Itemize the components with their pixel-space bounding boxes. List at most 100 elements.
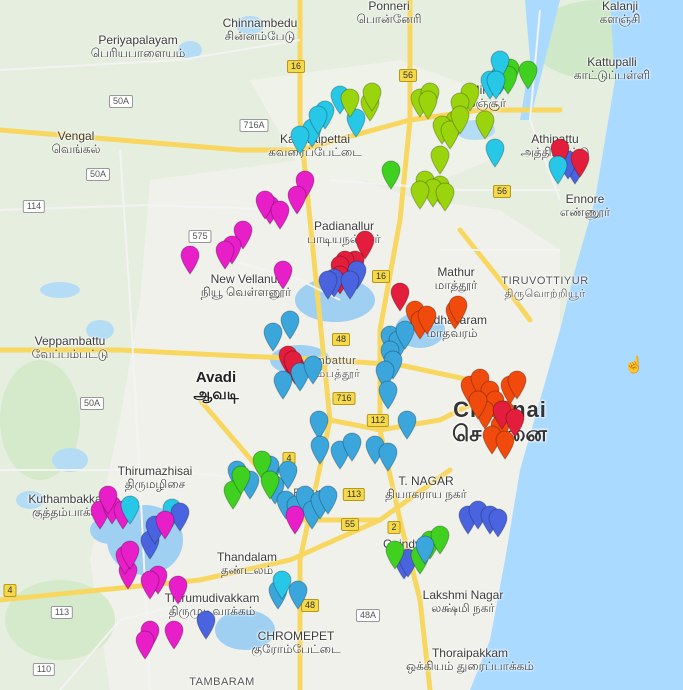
map-pin-icon: [435, 182, 455, 212]
road-shield: 50A: [85, 168, 111, 181]
map-marker-magenta[interactable]: [120, 540, 140, 570]
map-marker-magenta[interactable]: [215, 240, 235, 270]
map-marker-skyblue[interactable]: [415, 535, 435, 565]
map-pin-icon: [430, 525, 450, 555]
road-shield: 716: [332, 392, 356, 405]
road-shield: 55: [340, 518, 360, 531]
map-marker-magenta[interactable]: [140, 570, 160, 600]
map-pin-icon: [362, 82, 382, 112]
map-marker-skyblue[interactable]: [310, 435, 330, 465]
map-marker-orange[interactable]: [495, 430, 515, 460]
place-label: Kattupalli காட்டுப்பள்ளி: [573, 55, 651, 82]
map-marker-red[interactable]: [505, 408, 525, 438]
map-marker-red[interactable]: [355, 230, 375, 260]
map-marker-skyblue[interactable]: [280, 310, 300, 340]
map-pin-icon: [397, 410, 417, 440]
map-marker-red[interactable]: [390, 282, 410, 312]
map-marker-green[interactable]: [231, 465, 251, 495]
map-pin-icon: [440, 120, 460, 150]
map-marker-blue[interactable]: [196, 610, 216, 640]
place-label: Lakshmi Nagar லக்ஷ்மி நகர்: [422, 588, 504, 615]
map-marker-lime[interactable]: [440, 120, 460, 150]
map-marker-skyblue[interactable]: [288, 580, 308, 610]
map-pin-icon: [381, 160, 401, 190]
map-marker-skyblue[interactable]: [273, 370, 293, 400]
map-marker-lime[interactable]: [418, 90, 438, 120]
map-pin-icon: [395, 320, 415, 350]
map-pin-icon: [270, 200, 290, 230]
road-shield: 48: [300, 599, 320, 612]
map-marker-cyan[interactable]: [308, 105, 328, 135]
map-marker-skyblue[interactable]: [378, 442, 398, 472]
map-marker-red[interactable]: [570, 148, 590, 178]
map-marker-cyan[interactable]: [346, 108, 366, 138]
map-marker-lime[interactable]: [450, 105, 470, 135]
map-marker-lime[interactable]: [340, 88, 360, 118]
map-marker-magenta[interactable]: [255, 190, 275, 220]
map-pin-icon: [287, 185, 307, 215]
place-label: New Vellanur நியூ வெள்ளனூர்: [200, 272, 292, 299]
map-marker-lime[interactable]: [435, 182, 455, 212]
map-marker-green[interactable]: [385, 540, 405, 570]
map-pin-icon: [260, 470, 280, 500]
map-marker-cyan[interactable]: [290, 125, 310, 155]
map-marker-skyblue[interactable]: [278, 460, 298, 490]
map-pin-icon: [273, 370, 293, 400]
road-shield: 575: [188, 230, 212, 243]
map-pin-icon: [355, 230, 375, 260]
map-marker-magenta[interactable]: [168, 575, 188, 605]
map-marker-skyblue[interactable]: [395, 320, 415, 350]
map-marker-magenta[interactable]: [135, 630, 155, 660]
map-marker-cyan[interactable]: [120, 495, 140, 525]
map-marker-orange[interactable]: [417, 305, 437, 335]
map-marker-magenta[interactable]: [285, 505, 305, 535]
map-marker-skyblue[interactable]: [342, 432, 362, 462]
place-label: Thoraipakkam ஒக்கியம் துரைப்பாக்கம்: [406, 646, 534, 673]
map-marker-green[interactable]: [518, 60, 538, 90]
map-marker-orange[interactable]: [468, 390, 488, 420]
map-marker-lime[interactable]: [362, 82, 382, 112]
map-marker-cyan[interactable]: [548, 155, 568, 185]
road-shield: 56: [492, 185, 512, 198]
map-marker-lime[interactable]: [430, 145, 450, 175]
map-marker-skyblue[interactable]: [309, 410, 329, 440]
map-pin-icon: [548, 155, 568, 185]
map-pin-icon: [290, 362, 310, 392]
map-marker-green[interactable]: [430, 525, 450, 555]
map-marker-skyblue[interactable]: [397, 410, 417, 440]
map-marker-cyan[interactable]: [486, 70, 506, 100]
map-marker-skyblue[interactable]: [263, 322, 283, 352]
map-marker-magenta[interactable]: [98, 485, 118, 515]
map-marker-blue[interactable]: [318, 270, 338, 300]
map-marker-lime[interactable]: [410, 180, 430, 210]
place-label: TIRUVOTTIYUR திருவொற்றியூர்: [501, 275, 589, 300]
map-marker-orange[interactable]: [448, 295, 468, 325]
map-marker-lime[interactable]: [475, 110, 495, 140]
map-marker-blue[interactable]: [488, 508, 508, 538]
map-pin-icon: [255, 190, 275, 220]
map-pin-icon: [196, 610, 216, 640]
map-marker-cyan[interactable]: [485, 138, 505, 168]
map-marker-green[interactable]: [260, 470, 280, 500]
map-marker-orange[interactable]: [507, 370, 527, 400]
map-marker-magenta[interactable]: [155, 510, 175, 540]
map-marker-magenta[interactable]: [270, 200, 290, 230]
map-marker-skyblue[interactable]: [378, 380, 398, 410]
map-pin-icon: [518, 60, 538, 90]
map-pin-icon: [486, 70, 506, 100]
map-pin-icon: [280, 310, 300, 340]
map-marker-cyan[interactable]: [272, 570, 292, 600]
map-marker-blue[interactable]: [170, 502, 190, 532]
road-shield: 4: [3, 584, 17, 597]
map-marker-magenta[interactable]: [164, 620, 184, 650]
map-marker-magenta[interactable]: [287, 185, 307, 215]
map-marker-magenta[interactable]: [180, 245, 200, 275]
map-marker-magenta[interactable]: [273, 260, 293, 290]
map-marker-skyblue[interactable]: [303, 355, 323, 385]
map-pin-icon: [318, 270, 338, 300]
map-marker-green[interactable]: [381, 160, 401, 190]
map-marker-blue[interactable]: [340, 270, 360, 300]
map-marker-skyblue[interactable]: [290, 362, 310, 392]
map-marker-skyblue[interactable]: [318, 485, 338, 515]
